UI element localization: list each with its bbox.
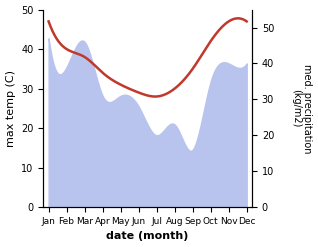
Y-axis label: med. precipitation
(kg/m2): med. precipitation (kg/m2) xyxy=(291,64,313,153)
Y-axis label: max temp (C): max temp (C) xyxy=(5,70,16,147)
X-axis label: date (month): date (month) xyxy=(107,231,189,242)
